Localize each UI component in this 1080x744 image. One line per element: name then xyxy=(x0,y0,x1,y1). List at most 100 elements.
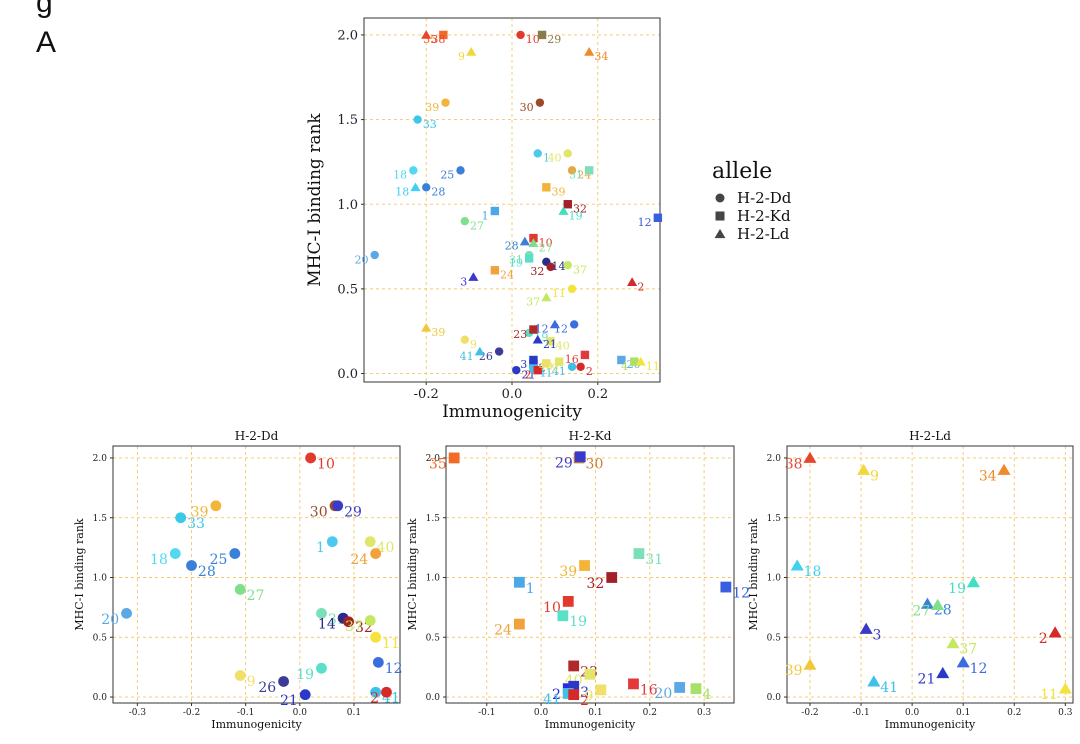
x-tick-label: 0.1 xyxy=(588,708,602,718)
plot-frame xyxy=(786,445,1074,704)
point-label: 27 xyxy=(247,588,265,604)
x-tick-label: 0.0 xyxy=(905,708,920,718)
data-point xyxy=(803,658,817,670)
x-axis-label: Immunogenicity xyxy=(545,718,636,731)
data-point xyxy=(537,30,547,40)
point-label: 32 xyxy=(573,202,587,215)
data-point xyxy=(606,572,618,583)
data-point xyxy=(595,684,607,696)
point-label: 2 xyxy=(370,691,379,707)
data-point xyxy=(421,322,432,332)
point-label: 39 xyxy=(552,186,566,199)
data-point xyxy=(364,615,376,626)
x-tick-label: 0.1 xyxy=(347,708,361,718)
plot-ld: -0.2 -0.1 0.0 0.1 0.2 0.3 0.0 0.5 1.0 1.5 2.0 Immun… xyxy=(747,429,1074,731)
y-axis-label: MHC-I binding rank xyxy=(747,518,760,631)
data-point xyxy=(528,238,539,248)
point-label: 24 xyxy=(500,269,514,282)
x-tick-label: 0.0 xyxy=(502,387,523,402)
data-point xyxy=(790,559,804,571)
x-tick-label: -0.2 xyxy=(183,708,200,718)
point-label: 28 xyxy=(505,240,519,253)
data-point xyxy=(558,206,569,215)
legend-marker-circle xyxy=(715,193,725,203)
data-point xyxy=(859,622,873,634)
data-point xyxy=(563,149,572,158)
point-label: 4 xyxy=(621,360,628,373)
legend-label: H-2-Kd xyxy=(737,207,791,225)
point-label: 31 xyxy=(569,169,583,182)
data-point xyxy=(867,675,881,687)
data-point xyxy=(175,512,187,524)
y-tick-label: 0.0 xyxy=(337,367,358,382)
point-label: 28 xyxy=(198,564,216,580)
data-point xyxy=(468,272,479,281)
legend-label: H-2-Ld xyxy=(737,225,790,243)
data-point xyxy=(562,595,574,607)
data-point xyxy=(630,357,639,366)
point-label: 10 xyxy=(543,600,561,616)
x-tick-label: -0.1 xyxy=(237,708,254,718)
data-point xyxy=(546,337,555,346)
point-label: 2 xyxy=(637,280,644,293)
data-point xyxy=(568,680,580,692)
point-label: 19 xyxy=(569,209,583,222)
data-point xyxy=(529,355,538,365)
data-point xyxy=(305,452,317,464)
plot-frame xyxy=(445,445,735,704)
data-point xyxy=(570,320,579,329)
point-label: 40 xyxy=(548,152,562,165)
data-point xyxy=(1048,626,1062,638)
y-tick-label: 1.0 xyxy=(337,198,358,213)
data-point xyxy=(966,576,980,588)
data-point xyxy=(635,356,646,366)
point-label: 29 xyxy=(555,455,573,471)
data-point xyxy=(584,47,595,56)
point-label: 10 xyxy=(526,33,540,46)
data-point xyxy=(370,686,382,698)
point-label: 27 xyxy=(912,603,930,619)
point-label: 19 xyxy=(509,257,523,270)
data-point xyxy=(568,689,580,701)
point-label: 18 xyxy=(395,186,409,199)
data-point xyxy=(546,262,555,272)
point-label: 2 xyxy=(1039,631,1048,647)
data-point xyxy=(519,236,530,246)
x-tick-label: 0.2 xyxy=(643,708,657,718)
data-point xyxy=(617,355,626,365)
point-label: 35 xyxy=(429,456,447,472)
legend-title: allele xyxy=(712,159,772,184)
point-label: 40 xyxy=(377,540,395,556)
y-tick-label: 1.0 xyxy=(93,574,108,584)
point-label: 26 xyxy=(258,680,276,696)
data-point xyxy=(381,686,392,698)
legend: allele H-2-DdH-2-KdH-2-Ld xyxy=(712,159,792,243)
point-label: 40 xyxy=(539,360,553,373)
point-label: 16 xyxy=(565,353,579,366)
point-label: 37 xyxy=(573,263,587,276)
data-point xyxy=(370,631,382,643)
point-label: 24 xyxy=(350,552,368,568)
data-point xyxy=(627,277,638,286)
data-point xyxy=(857,463,871,475)
y-axis-label: MHC-I binding rank xyxy=(73,518,86,631)
data-point xyxy=(533,149,542,158)
x-tick-label: 0.0 xyxy=(293,708,308,718)
point-label: 11 xyxy=(382,636,400,652)
data-point xyxy=(920,597,934,609)
data-point xyxy=(370,548,382,559)
data-point xyxy=(410,182,421,192)
data-point xyxy=(421,30,432,39)
x-tick-label: 0.2 xyxy=(587,387,608,402)
y-tick-label: 0.5 xyxy=(93,633,108,643)
data-point xyxy=(541,292,552,302)
data-point xyxy=(720,581,732,593)
point-label: 3 xyxy=(873,627,882,643)
y-tick-label: 2.0 xyxy=(93,454,108,464)
data-point xyxy=(563,200,572,209)
point-label: 10 xyxy=(317,456,335,472)
data-point xyxy=(532,334,543,344)
data-point xyxy=(567,362,577,371)
data-point xyxy=(529,233,538,243)
point-label: 12 xyxy=(385,661,403,677)
